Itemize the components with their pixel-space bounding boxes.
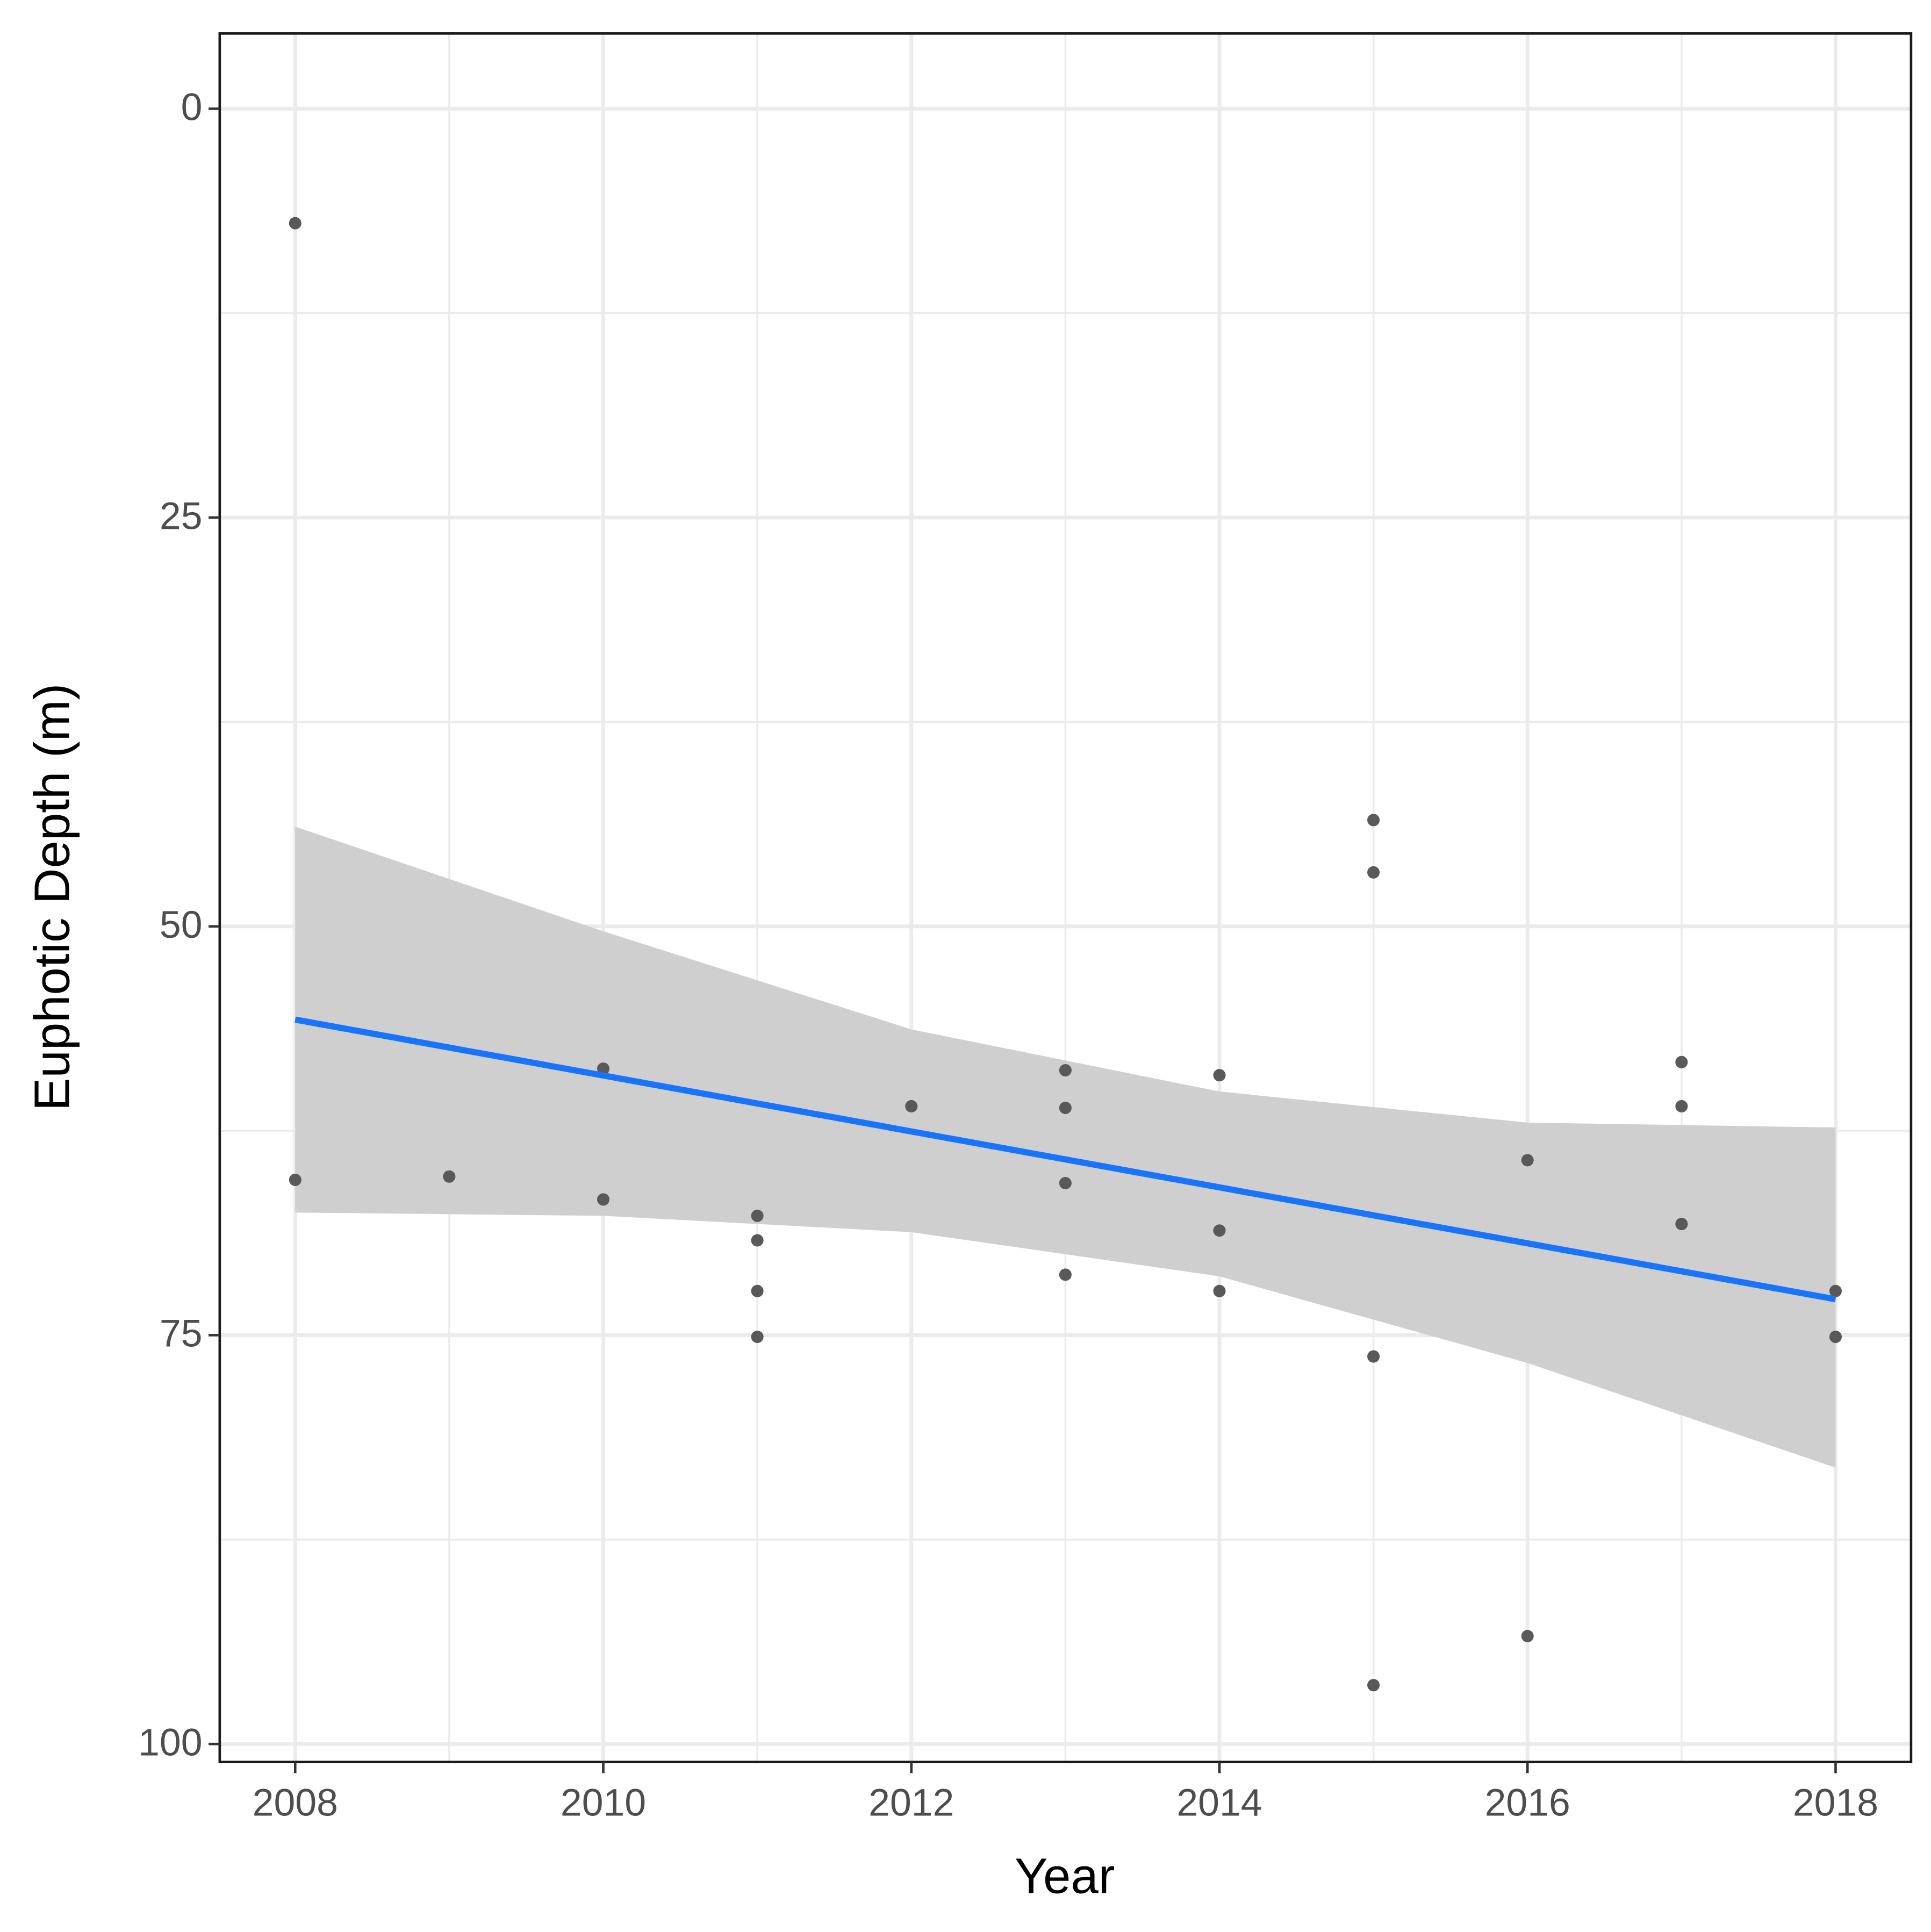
point [1675, 1100, 1688, 1113]
point [1367, 1679, 1380, 1692]
y-tick-label: 100 [138, 1721, 202, 1764]
point [1213, 1284, 1226, 1297]
point [289, 217, 302, 229]
point [751, 1209, 764, 1222]
point [1829, 1330, 1842, 1344]
panel-border [218, 32, 1913, 1763]
x-tick-label: 2010 [561, 1781, 646, 1824]
y-tick-label: 0 [181, 86, 203, 129]
point [1367, 814, 1380, 827]
point [289, 1173, 302, 1186]
x-axis-title: Year [1015, 1848, 1115, 1904]
point [1059, 1064, 1072, 1077]
point [1675, 1218, 1688, 1231]
point [1059, 1101, 1072, 1115]
point [443, 1170, 456, 1183]
point [751, 1330, 764, 1344]
point [1213, 1224, 1226, 1237]
x-tick-label: 2008 [253, 1781, 338, 1824]
y-tick-label: 75 [160, 1312, 203, 1355]
y-tick-label: 25 [160, 494, 203, 537]
x-tick-label: 2014 [1176, 1781, 1262, 1824]
point [1059, 1176, 1072, 1190]
point [751, 1284, 764, 1297]
point [1367, 1350, 1380, 1363]
point [1829, 1284, 1842, 1297]
point [1059, 1268, 1072, 1281]
point [751, 1234, 764, 1247]
point [1213, 1069, 1226, 1082]
axes: 0 25 50 75 100 2008 2010 2012 2014 2016 2018 [138, 86, 1878, 1825]
point [905, 1100, 918, 1113]
point [597, 1193, 610, 1206]
x-tick-label: 2012 [868, 1781, 954, 1824]
point [1521, 1154, 1534, 1167]
y-axis-title: Euphotic Depth (m) [24, 684, 80, 1111]
point [1521, 1629, 1534, 1642]
x-tick-label: 2018 [1793, 1781, 1878, 1824]
point [1675, 1055, 1688, 1068]
y-tick-label: 50 [160, 903, 203, 946]
fit-line [295, 1016, 1836, 1303]
x-tick-label: 2016 [1485, 1781, 1570, 1824]
point [597, 1062, 610, 1075]
marks [289, 217, 1842, 1692]
point [1367, 866, 1380, 879]
confidence-band [295, 827, 1836, 1468]
